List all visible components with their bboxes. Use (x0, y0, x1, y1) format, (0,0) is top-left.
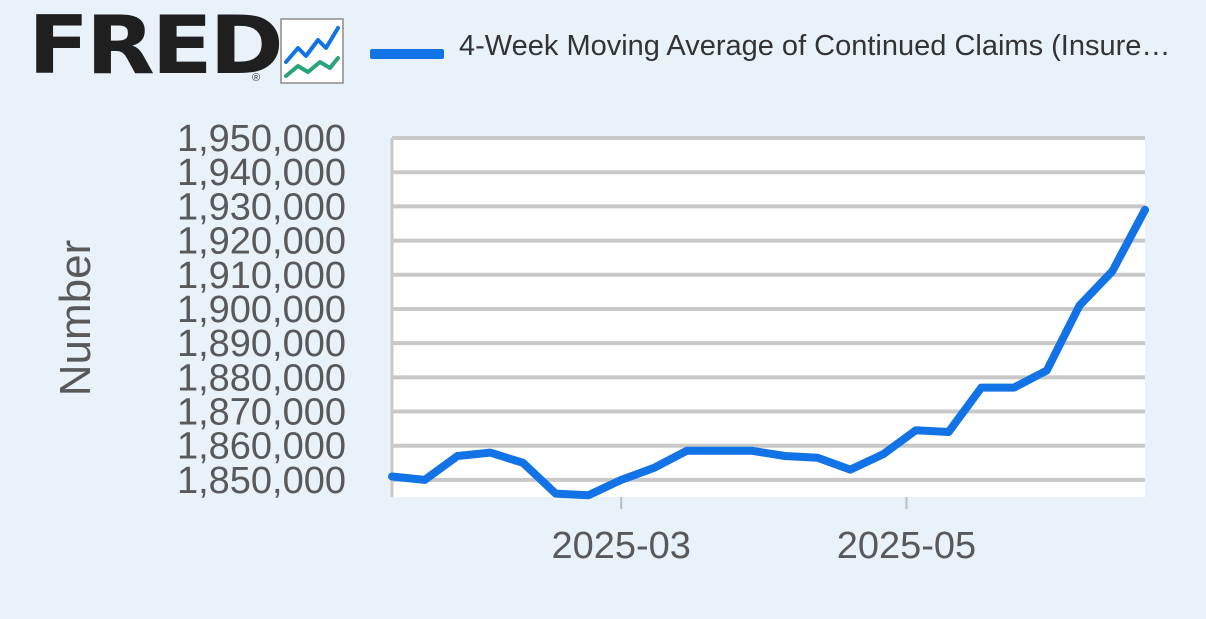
y-tick-label: 1,920,000 (177, 221, 346, 263)
graph-header: FRED ® 4-Week Moving Average of Continue… (0, 0, 1206, 96)
series-line (388, 205, 1149, 500)
registered-mark: ® (252, 72, 261, 84)
y-tick-label: 1,900,000 (177, 289, 346, 331)
x-tick-label: 2025-05 (837, 525, 976, 567)
y-tick-label: 1,930,000 (177, 186, 346, 228)
fred-logo[interactable]: FRED (28, 0, 284, 92)
fred-chart-icon[interactable] (280, 18, 344, 84)
y-tick-label: 1,950,000 (177, 118, 346, 160)
y-tick-label: 1,870,000 (177, 392, 346, 434)
y-tick-label: 1,940,000 (177, 152, 346, 194)
x-tick-label: 2025-03 (551, 525, 690, 567)
y-tick-label: 1,890,000 (177, 323, 346, 365)
y-tick-label: 1,860,000 (177, 426, 346, 468)
legend-swatch (370, 49, 444, 59)
y-tick-label: 1,850,000 (177, 460, 346, 502)
y-tick-label: 1,910,000 (177, 255, 346, 297)
plot-background (392, 138, 1145, 497)
y-tick-label: 1,880,000 (177, 357, 346, 399)
